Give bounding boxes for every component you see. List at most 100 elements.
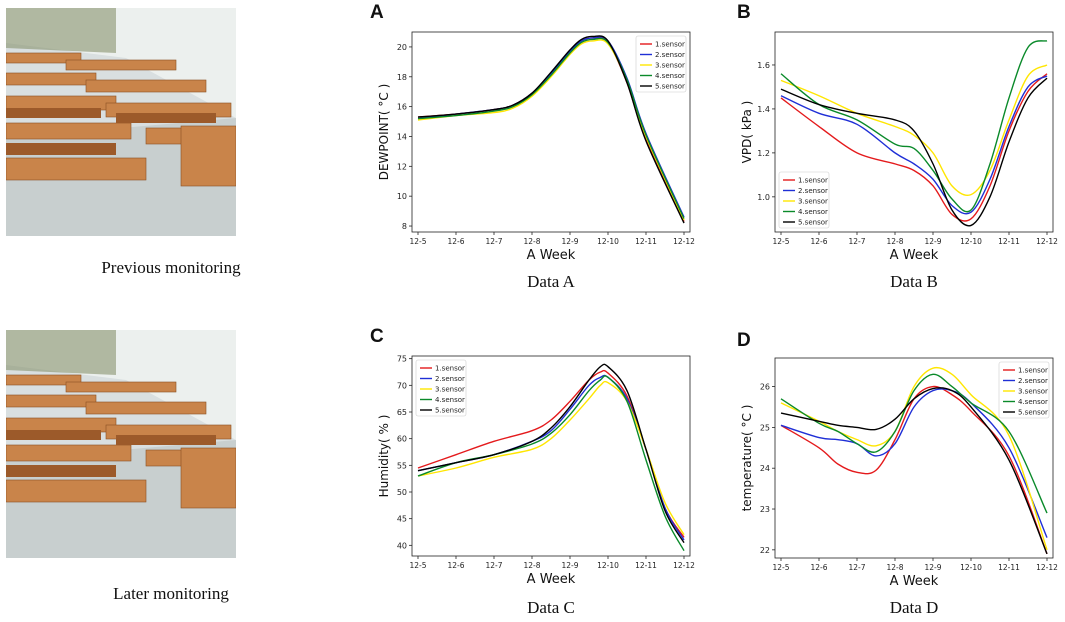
x-axis-label: A Week [890, 574, 939, 589]
x-axis-label: A Week [527, 248, 576, 263]
legend-label: 5.sensor [798, 219, 828, 227]
x-tick-label: 12-5 [772, 563, 789, 572]
x-tick-label: 12-11 [635, 561, 657, 570]
x-tick-label: 12-12 [673, 561, 695, 570]
legend-label: 5.sensor [435, 407, 465, 415]
x-tick-label: 12-6 [447, 561, 464, 570]
series-line-5 [780, 387, 1048, 555]
series-line-4 [780, 40, 1048, 213]
series-line-4 [780, 373, 1048, 514]
x-tick-label: 12-10 [960, 237, 982, 246]
x-axis-label: A Week [890, 248, 939, 263]
legend-label: 3.sensor [798, 198, 828, 206]
legend-label: 4.sensor [798, 208, 828, 216]
legend-label: 4.sensor [1018, 398, 1048, 406]
x-tick-label: 12-6 [810, 237, 827, 246]
y-axis-label: DEWPOINT( °C ) [377, 84, 391, 181]
legend-label: 5.sensor [655, 83, 685, 91]
legend-label: 4.sensor [655, 72, 685, 80]
x-tick-label: 12-12 [1036, 563, 1058, 572]
y-tick-label: 23 [760, 505, 770, 514]
plot-frame [774, 31, 1054, 233]
legend-label: 2.sensor [655, 51, 685, 59]
chart-caption-b: Data B [890, 272, 938, 291]
chart-caption-a: Data A [527, 272, 575, 291]
legend: 1.sensor 2.sensor 3.sensor 4.sensor 5.sensor [635, 35, 687, 93]
y-tick-label: 70 [397, 381, 407, 390]
photo-caption-previous: Previous monitoring [101, 258, 241, 277]
plot-frame [411, 355, 691, 557]
y-tick-label: 75 [397, 355, 407, 364]
x-tick-label: 12-7 [485, 561, 502, 570]
plot-frame [411, 31, 691, 233]
y-tick-label: 20 [397, 43, 407, 52]
chart-temperature: 22 23 24 25 26 12-5 12-6 12-7 12-8 12-9 12-10 12-11… [740, 357, 1058, 590]
x-tick-label: 12-5 [409, 237, 426, 246]
legend: 1.sensor 2.sensor 3.sensor 4.sensor 5.sensor [415, 359, 467, 417]
x-tick-label: 12-9 [561, 237, 578, 246]
x-tick-label: 12-6 [447, 237, 464, 246]
y-tick-label: 40 [397, 541, 407, 550]
x-tick-label: 12-12 [673, 237, 695, 246]
panel-letter-d: D [737, 330, 751, 351]
y-tick-label: 50 [397, 488, 407, 497]
chart-vpd: 1.0 1.2 1.4 1.6 12-5 12-6 12-7 12-8 12-9 12-10 12-… [740, 31, 1058, 264]
x-tick-label: 12-7 [848, 237, 865, 246]
x-tick-label: 12-10 [597, 237, 619, 246]
x-tick-label: 12-10 [597, 561, 619, 570]
chart-humidity: 40 45 50 55 60 65 70 75 12-5 12-6 12-7 12-8 12-9 12-1… [377, 355, 695, 588]
x-tick-label: 12-11 [998, 563, 1020, 572]
y-axis-label: temperature( °C ) [740, 405, 754, 512]
plot-frame [774, 357, 1054, 559]
x-tick-label: 12-7 [485, 237, 502, 246]
legend-label: 3.sensor [435, 386, 465, 394]
chart-caption-c: Data C [527, 598, 575, 617]
legend-label: 5.sensor [1018, 409, 1048, 417]
x-tick-label: 12-8 [886, 237, 903, 246]
y-tick-label: 1.2 [757, 149, 770, 158]
panel-letter-c: C [370, 326, 384, 347]
y-tick-label: 18 [397, 73, 407, 82]
x-tick-label: 12-11 [635, 237, 657, 246]
y-tick-label: 1.6 [757, 61, 770, 70]
series-line-2 [780, 75, 1048, 215]
y-tick-label: 60 [397, 435, 407, 444]
x-tick-label: 12-5 [409, 561, 426, 570]
series-line-4 [417, 37, 685, 219]
chart-caption-d: Data D [889, 598, 939, 617]
chart-dewpoint: 8 10 12 14 16 18 20 12-5 12-6 12-7 12-8 12-9 12-10 12… [377, 31, 695, 264]
legend-label: 1.sensor [655, 41, 685, 49]
x-tick-label: 12-8 [523, 561, 540, 570]
x-tick-label: 12-9 [561, 561, 578, 570]
legend-label: 3.sensor [655, 62, 685, 70]
series-line-5 [780, 77, 1048, 227]
series-line-5 [417, 35, 685, 224]
legend-label: 2.sensor [435, 375, 465, 383]
panel-letter-a: A [370, 2, 384, 23]
x-tick-label: 12-6 [810, 563, 827, 572]
y-axis-label: VPD( kPa ) [740, 101, 754, 164]
panel-letter-b: B [737, 2, 751, 23]
y-tick-label: 22 [760, 546, 770, 555]
series-line-5 [417, 363, 685, 544]
chart-svg: 8 10 12 14 16 18 20 12-5 12-6 12-7 12-8 12-9 12-10 12… [377, 31, 695, 263]
y-tick-label: 8 [402, 222, 407, 231]
y-tick-label: 26 [760, 383, 770, 392]
legend-label: 2.sensor [1018, 377, 1048, 385]
y-tick-label: 12 [397, 162, 407, 171]
x-tick-label: 12-9 [924, 563, 941, 572]
x-axis-label: A Week [527, 572, 576, 587]
x-tick-label: 12-12 [1036, 237, 1058, 246]
legend-label: 2.sensor [798, 187, 828, 195]
legend: 1.sensor 2.sensor 3.sensor 4.sensor 5.sensor [998, 361, 1050, 419]
x-tick-label: 12-8 [523, 237, 540, 246]
y-tick-label: 1.4 [757, 105, 770, 114]
series-line-2 [780, 388, 1048, 538]
y-tick-label: 16 [397, 103, 407, 112]
series-line-1 [780, 73, 1048, 222]
y-tick-label: 45 [397, 515, 407, 524]
classroom-photo-previous [6, 8, 236, 236]
photo-caption-later: Later monitoring [113, 584, 229, 603]
y-tick-label: 25 [760, 423, 770, 432]
x-tick-label: 12-9 [924, 237, 941, 246]
